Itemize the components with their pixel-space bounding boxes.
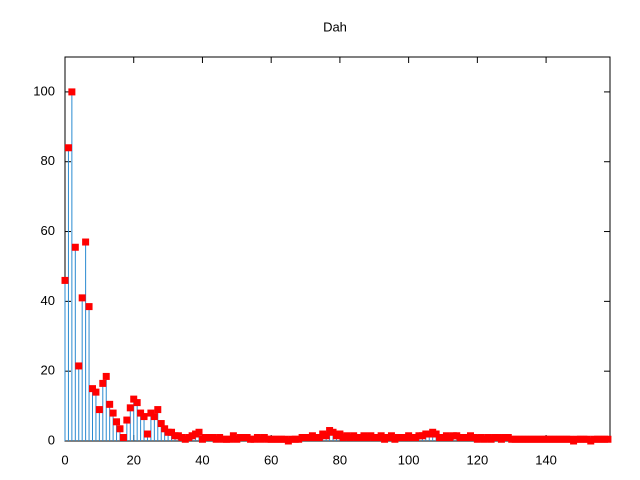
x-tick-label: 20 — [126, 452, 140, 467]
point — [95, 406, 103, 414]
point — [61, 276, 69, 284]
point — [75, 362, 83, 370]
x-tick-label: 0 — [61, 452, 68, 467]
point — [102, 372, 110, 380]
point — [78, 294, 86, 302]
x-tick-label: 120 — [467, 452, 489, 467]
point — [119, 434, 127, 442]
x-tick-label: 40 — [195, 452, 209, 467]
point — [71, 243, 79, 251]
point — [140, 413, 148, 421]
y-tick-label: 40 — [41, 293, 55, 308]
y-tick-label: 0 — [48, 432, 55, 447]
y-tick-label: 100 — [33, 83, 55, 98]
point — [99, 379, 107, 387]
point — [113, 418, 121, 426]
x-tick-label: 80 — [333, 452, 347, 467]
point — [116, 425, 124, 433]
y-tick-label: 20 — [41, 363, 55, 378]
y-tick-label: 80 — [41, 153, 55, 168]
point — [195, 428, 203, 436]
point — [64, 144, 72, 152]
point — [92, 388, 100, 396]
point — [82, 238, 90, 246]
point — [604, 435, 612, 443]
point — [109, 409, 117, 417]
point — [150, 413, 158, 421]
x-tick-label: 60 — [264, 452, 278, 467]
chart-title: Dah — [323, 19, 347, 34]
point — [133, 399, 141, 407]
point — [126, 404, 134, 412]
x-tick-label: 100 — [398, 452, 420, 467]
point — [123, 416, 131, 424]
point — [154, 406, 162, 414]
point — [68, 88, 76, 96]
point — [143, 430, 151, 438]
point — [106, 400, 114, 408]
point — [157, 420, 165, 428]
plot-border — [64, 56, 611, 442]
point — [85, 303, 93, 311]
x-tick-label: 140 — [535, 452, 557, 467]
y-tick-label: 60 — [41, 223, 55, 238]
point — [322, 432, 330, 440]
